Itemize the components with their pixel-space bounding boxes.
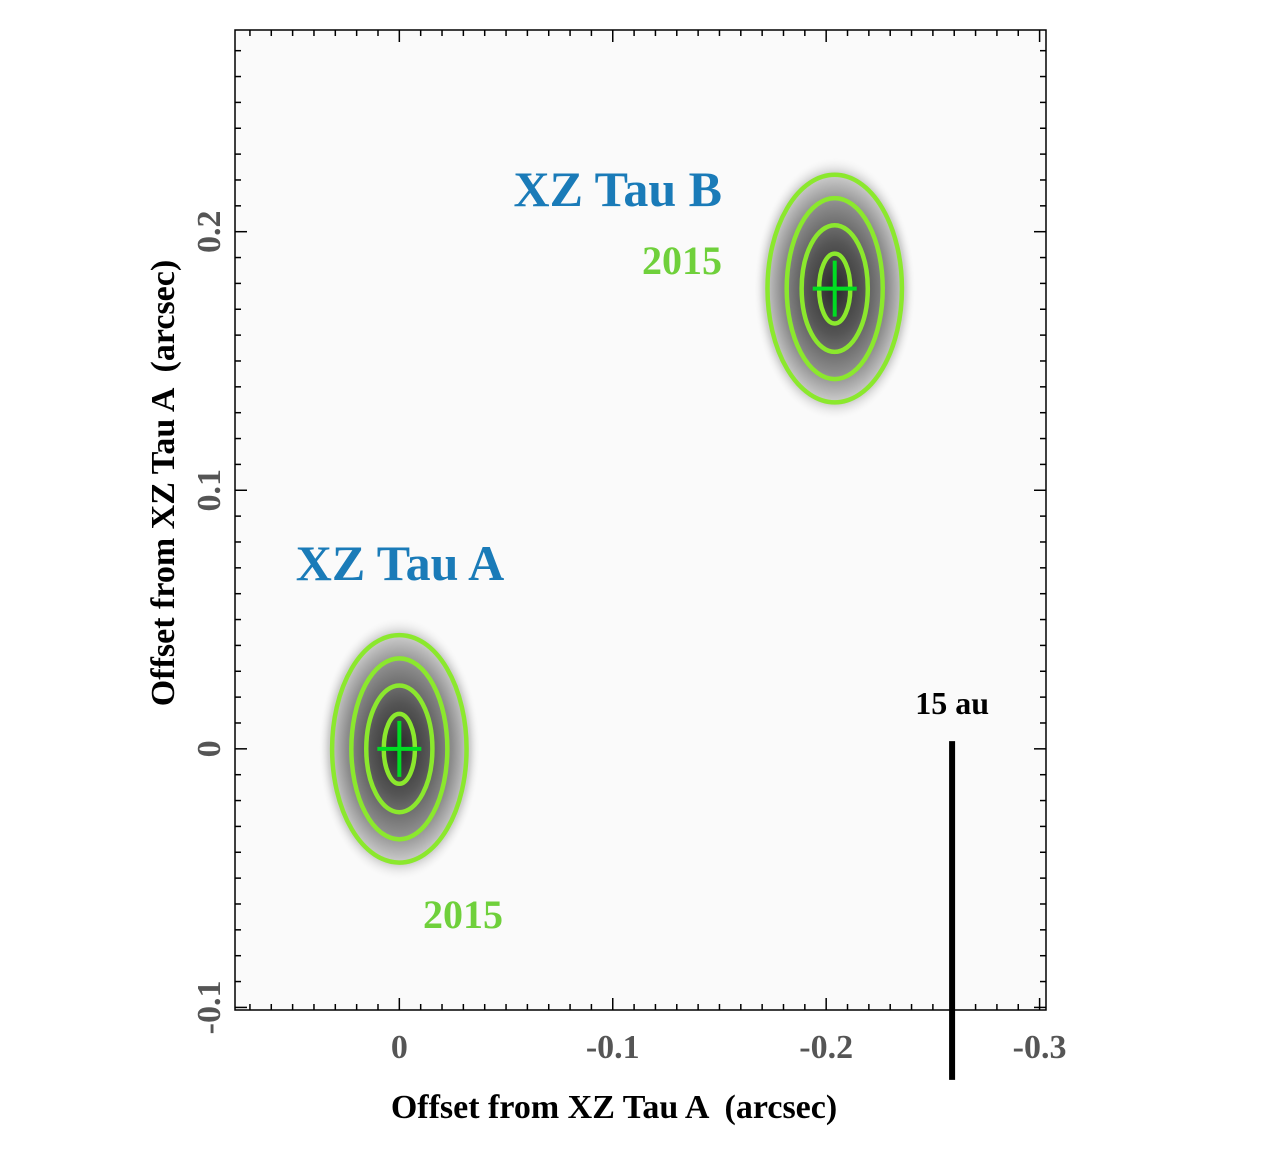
y-tick-label: 0.2 xyxy=(191,210,228,253)
x-tick-labels: 0 -0.1 -0.2 -0.3 xyxy=(391,1029,1067,1066)
epoch-label-xz-tau-a: 2015 xyxy=(423,892,503,937)
source-label-xz-tau-b: XZ Tau B xyxy=(514,161,722,217)
x-tick-label: 0 xyxy=(391,1029,408,1066)
epoch-label-xz-tau-b: 2015 xyxy=(642,238,722,283)
contour-xz-tau-a-level-3 xyxy=(349,656,450,842)
contour-xz-tau-a-level-4 xyxy=(329,632,469,865)
x-tick-label: -0.1 xyxy=(586,1029,640,1066)
contour-xz-tau-a-level-2 xyxy=(364,683,435,815)
x-axis-label: Offset from XZ Tau A (arcsec) xyxy=(391,1089,837,1126)
source-label-xz-tau-a: XZ Tau A xyxy=(296,535,504,591)
x-tick-label: -0.2 xyxy=(799,1029,853,1066)
y-tick-label: -0.1 xyxy=(191,981,228,1035)
scale-bar-label: 15 au xyxy=(915,685,989,721)
y-tick-label: 0 xyxy=(191,740,228,757)
contour-xz-tau-b-level-2 xyxy=(799,222,871,355)
y-axis-label: Offset from XZ Tau A (arcsec) xyxy=(145,260,182,706)
contour-xz-tau-b-level-4 xyxy=(765,172,905,405)
contour-xz-tau-b-level-3 xyxy=(784,195,885,382)
y-tick-label: 0.1 xyxy=(191,469,228,512)
x-tick-label: -0.3 xyxy=(1013,1029,1067,1066)
marker-layer xyxy=(377,260,857,777)
contour-layer xyxy=(329,172,905,865)
y-tick-labels: -0.1 0 0.1 0.2 xyxy=(191,210,228,1034)
